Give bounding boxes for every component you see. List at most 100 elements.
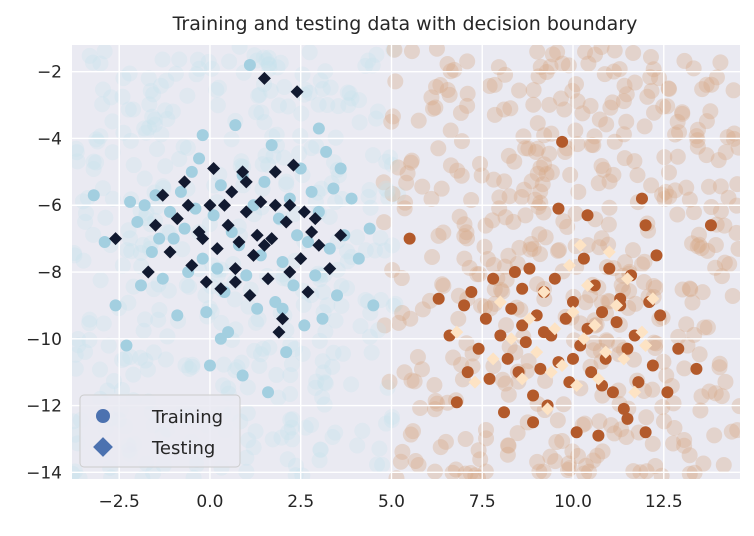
boundary-point: [497, 209, 514, 226]
boundary-point: [490, 59, 507, 76]
boundary-point: [585, 452, 602, 469]
x-tick-label: 12.5: [645, 492, 683, 512]
train-point: [567, 296, 579, 309]
boundary-point: [372, 230, 389, 247]
test-point: [548, 322, 562, 336]
boundary-point: [717, 373, 734, 390]
boundary-point: [459, 53, 476, 70]
boundary-point: [711, 355, 728, 372]
boundary-point: [579, 237, 596, 254]
boundary-point: [414, 178, 431, 195]
boundary-point: [669, 113, 686, 130]
test-point: [228, 275, 242, 289]
boundary-point: [505, 213, 522, 230]
boundary-point: [543, 125, 560, 142]
boundary-point: [231, 45, 248, 55]
test-point: [149, 218, 162, 232]
boundary-point: [506, 153, 523, 170]
boundary-point: [555, 396, 572, 413]
boundary-point: [486, 106, 503, 123]
boundary-point: [140, 70, 157, 87]
train-point: [251, 302, 264, 315]
boundary-point: [280, 424, 297, 441]
boundary-point: [529, 115, 546, 132]
boundary-point: [477, 298, 494, 315]
boundary-point: [717, 144, 734, 161]
boundary-point: [678, 316, 695, 333]
boundary-point: [386, 45, 403, 58]
boundary-point: [430, 140, 447, 157]
test-point: [334, 228, 348, 242]
boundary-point: [363, 344, 380, 361]
boundary-point: [317, 323, 334, 340]
boundary-point: [702, 103, 719, 120]
boundary-point: [385, 297, 402, 314]
boundary-point: [555, 213, 572, 230]
test-point: [109, 232, 123, 246]
boundary-point: [251, 357, 268, 374]
boundary-point: [255, 340, 272, 357]
boundary-point: [394, 443, 411, 460]
test-point: [178, 175, 192, 189]
boundary-point: [535, 204, 552, 221]
boundary-point: [349, 437, 366, 454]
test-point: [493, 295, 507, 309]
boundary-point: [577, 457, 594, 474]
boundary-point: [121, 65, 138, 82]
boundary-point: [556, 101, 573, 118]
boundary-point: [486, 281, 503, 298]
boundary-point: [340, 97, 357, 114]
boundary-point: [661, 188, 678, 205]
boundary-point: [95, 315, 112, 332]
train-point: [287, 279, 300, 292]
boundary-point: [275, 149, 292, 166]
boundary-point: [591, 239, 608, 256]
boundary-point: [685, 60, 702, 77]
train-point: [164, 205, 177, 218]
boundary-point: [595, 161, 612, 178]
train-point: [592, 429, 605, 442]
boundary-point: [453, 167, 470, 184]
boundary-point: [713, 388, 730, 405]
boundary-point: [712, 178, 729, 195]
boundary-point: [618, 113, 635, 130]
train-point: [203, 359, 216, 372]
boundary-point: [164, 103, 181, 120]
boundary-point: [497, 375, 514, 392]
train-point: [548, 272, 561, 285]
train-point: [606, 386, 619, 399]
boundary-point: [368, 110, 385, 127]
boundary-point: [270, 389, 287, 406]
boundary-point: [532, 58, 549, 75]
boundary-point: [250, 311, 267, 328]
y-tick-label: −2: [37, 63, 62, 83]
boundary-point: [428, 45, 445, 57]
boundary-point: [621, 283, 638, 300]
test-point: [268, 165, 282, 179]
boundary-point: [643, 177, 660, 194]
train-point: [363, 222, 376, 235]
boundary-point: [517, 207, 534, 224]
boundary-point: [427, 392, 444, 409]
boundary-point: [403, 152, 420, 169]
test-point: [170, 212, 184, 226]
boundary-point: [291, 145, 308, 162]
train-point: [639, 426, 652, 439]
boundary-point: [547, 453, 564, 470]
boundary-point: [593, 294, 610, 311]
boundary-point: [694, 284, 711, 301]
boundary-point: [247, 314, 264, 331]
boundary-point: [645, 61, 662, 78]
train-point: [276, 256, 289, 268]
boundary-point: [471, 266, 488, 283]
boundary-point: [369, 456, 386, 473]
boundary-point: [450, 310, 467, 327]
boundary-point: [509, 425, 526, 442]
boundary-point: [75, 252, 92, 269]
boundary-point: [427, 99, 444, 116]
boundary-point: [251, 86, 268, 103]
boundary-point: [364, 57, 381, 74]
train-point: [617, 402, 630, 415]
boundary-point: [181, 278, 198, 295]
boundary-point: [669, 206, 686, 223]
